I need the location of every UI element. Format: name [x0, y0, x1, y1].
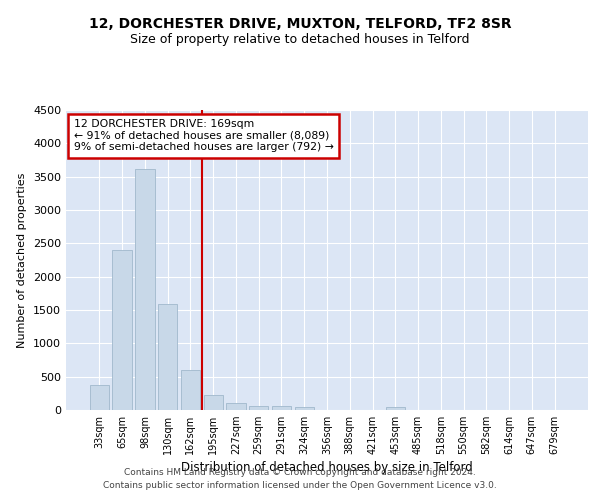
Text: 12 DORCHESTER DRIVE: 169sqm
← 91% of detached houses are smaller (8,089)
9% of s: 12 DORCHESTER DRIVE: 169sqm ← 91% of det… [74, 119, 334, 152]
Text: 12, DORCHESTER DRIVE, MUXTON, TELFORD, TF2 8SR: 12, DORCHESTER DRIVE, MUXTON, TELFORD, T… [89, 18, 511, 32]
Bar [181, 370, 200, 410]
Bar [203, 394, 223, 410]
Bar [272, 406, 291, 410]
Y-axis label: Number of detached properties: Number of detached properties [17, 172, 28, 348]
Bar [295, 407, 314, 410]
X-axis label: Distribution of detached houses by size in Telford: Distribution of detached houses by size … [181, 462, 473, 474]
Bar [249, 406, 268, 410]
Bar [158, 304, 178, 410]
Bar [112, 250, 132, 410]
Bar [135, 168, 155, 410]
Text: Contains HM Land Registry data © Crown copyright and database right 2024.: Contains HM Land Registry data © Crown c… [124, 468, 476, 477]
Bar [226, 403, 245, 410]
Bar [90, 384, 109, 410]
Text: Size of property relative to detached houses in Telford: Size of property relative to detached ho… [130, 32, 470, 46]
Bar [386, 407, 405, 410]
Text: Contains public sector information licensed under the Open Government Licence v3: Contains public sector information licen… [103, 482, 497, 490]
